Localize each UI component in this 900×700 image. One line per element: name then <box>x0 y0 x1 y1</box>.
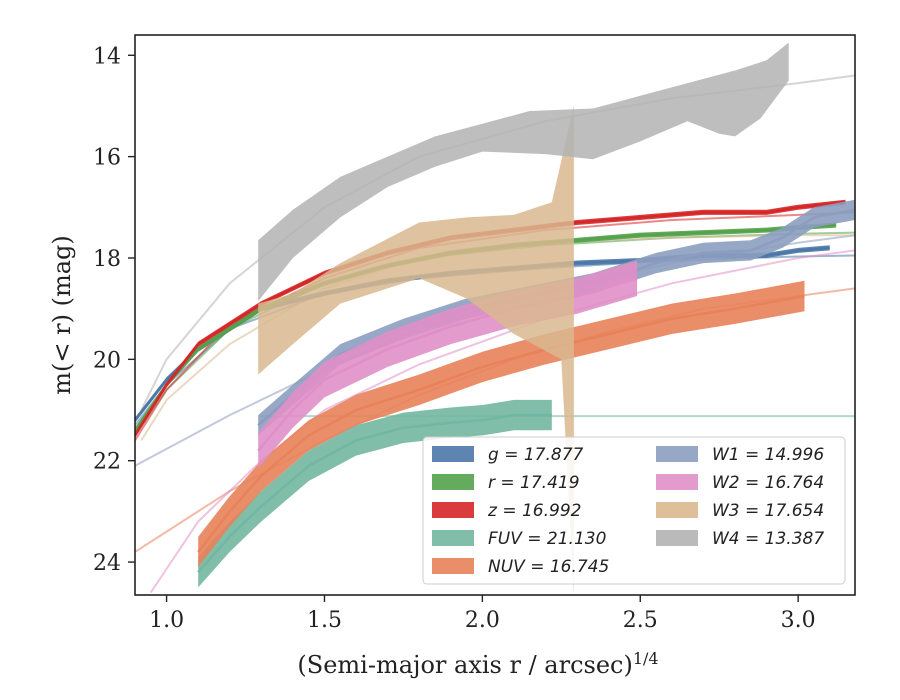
legend-swatch-W4 <box>656 530 698 546</box>
legend-swatch-W3 <box>656 502 698 518</box>
y-tick-label: 20 <box>93 348 121 373</box>
legend-label-W3: W3 = 17.654 <box>712 501 824 521</box>
legend-swatch-FUV <box>432 530 474 546</box>
x-tick-label: 2.5 <box>623 608 658 633</box>
x-axis: 1.0 1.5 2.0 2.5 3.0 <box>149 595 816 633</box>
legend-swatch-W2 <box>656 474 698 490</box>
y-axis: 14 16 18 20 22 24 <box>93 44 135 576</box>
legend-label-W1: W1 = 14.996 <box>712 445 824 465</box>
x-axis-label-exponent: 1/4 <box>633 649 659 668</box>
x-tick-label: 1.5 <box>307 608 342 633</box>
x-tick-label: 1.0 <box>149 608 184 633</box>
x-tick-label: 2.0 <box>465 608 500 633</box>
y-tick-label: 24 <box>93 551 121 576</box>
legend-label-FUV: FUV = 21.130 <box>488 529 606 549</box>
band-W4 <box>258 42 789 302</box>
y-tick-label: 18 <box>93 247 121 272</box>
legend-label-g: g = 17.877 <box>488 445 584 465</box>
legend-label-W2: W2 = 16.764 <box>712 473 824 493</box>
legend-swatch-W1 <box>656 446 698 462</box>
x-tick-label: 3.0 <box>781 608 816 633</box>
band-NUV <box>198 280 805 568</box>
y-tick-label: 16 <box>93 146 121 171</box>
y-tick-label: 14 <box>93 44 121 69</box>
legend-box <box>422 436 846 585</box>
series-line-NUV <box>197 294 805 553</box>
x-axis-label-text: (Semi-major axis r / arcsec) <box>297 651 632 679</box>
model-curve-W2 <box>149 249 855 594</box>
y-tick-label: 22 <box>93 450 121 475</box>
legend-label-z: z = 16.992 <box>487 501 581 521</box>
legend-swatch-z <box>432 502 474 518</box>
legend-swatch-g <box>432 446 474 462</box>
legend-label-r: r = 17.419 <box>488 473 580 493</box>
legend-swatch-NUV <box>432 558 474 574</box>
axes-frame <box>134 34 856 596</box>
series-line-FUV <box>197 413 552 574</box>
legend-label-NUV: NUV = 16.745 <box>488 557 609 577</box>
x-axis-label: (Semi-major axis r / arcsec)1/4 <box>297 649 658 679</box>
band-W1 <box>258 199 855 436</box>
band-FUV <box>198 399 552 588</box>
legend: g = 17.877 r = 17.419 z = 16.992 FUV = 21.1… <box>422 436 846 585</box>
legend-swatch-r <box>432 474 474 490</box>
band-W3 <box>258 106 574 595</box>
plot-area <box>135 42 855 595</box>
y-axis-label: m(< r) (mag) <box>48 235 76 394</box>
legend-label-W4: W4 = 13.387 <box>712 529 824 549</box>
